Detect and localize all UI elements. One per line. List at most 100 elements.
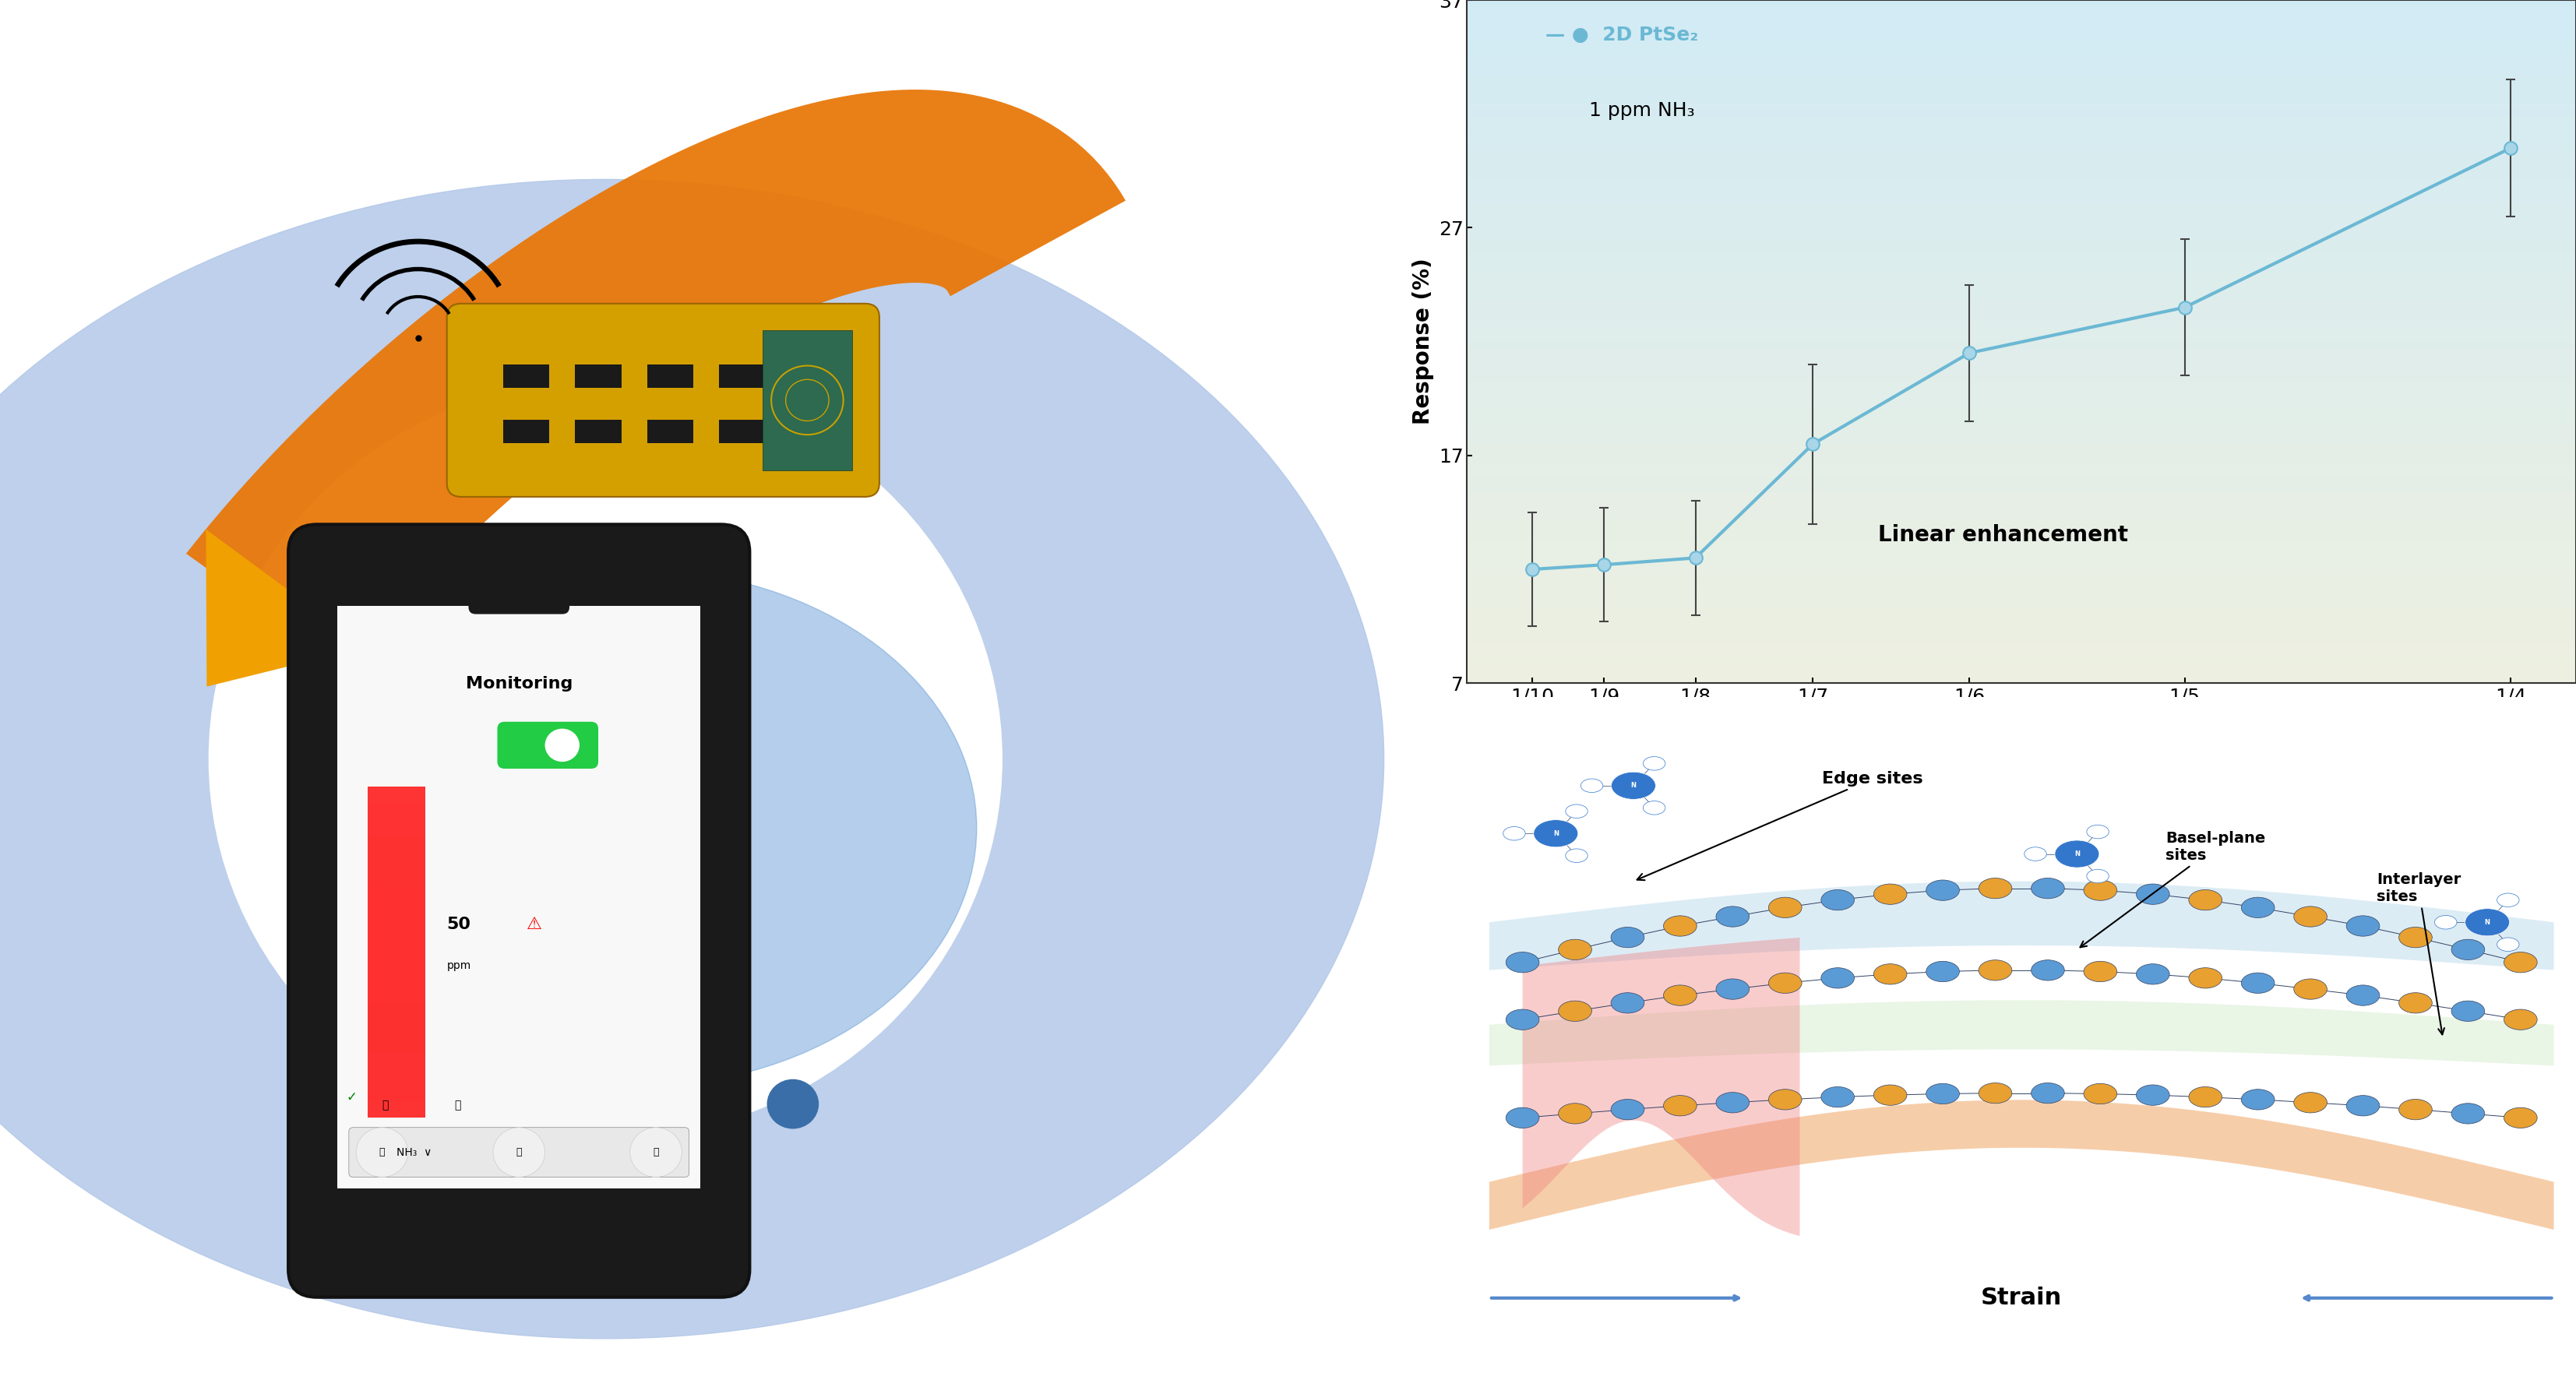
Circle shape [1558,1104,1592,1123]
Circle shape [2452,940,2486,960]
Text: 📞: 📞 [379,1147,384,1158]
Polygon shape [1489,1000,2553,1065]
Circle shape [2190,890,2223,911]
Bar [1468,615,2576,621]
Bar [1468,287,2576,294]
Circle shape [1664,1096,1698,1116]
Polygon shape [1522,937,1801,1236]
Circle shape [1566,849,1587,862]
Circle shape [2504,952,2537,973]
Text: 50: 50 [446,916,471,933]
Bar [368,969,425,985]
Bar [1468,662,2576,669]
Bar [1468,246,2576,253]
Circle shape [2347,1096,2380,1116]
FancyBboxPatch shape [1468,697,2576,1380]
Circle shape [1873,885,1906,904]
Circle shape [2087,825,2110,839]
Text: Edge sites: Edge sites [1638,771,1922,880]
Text: N: N [1631,782,1636,789]
Bar [1468,328,2576,335]
Circle shape [1821,1087,1855,1107]
Circle shape [1610,927,1643,948]
Circle shape [1507,1009,1540,1029]
Text: Strain: Strain [1981,1286,2063,1310]
Bar [1468,451,2576,458]
Bar [1468,540,2576,546]
Bar [1468,472,2576,479]
Bar [1468,211,2576,218]
Bar [1468,546,2576,553]
Bar [1468,581,2576,588]
Bar [1468,348,2576,355]
Bar [1468,382,2576,389]
Bar [1468,519,2576,526]
Text: 1 ppm NH₃: 1 ppm NH₃ [1546,101,1695,120]
Bar [1468,0,2576,7]
Bar [1468,294,2576,301]
Bar [1468,171,2576,178]
Bar [1468,137,2576,144]
Bar [368,886,425,903]
Circle shape [2190,1087,2223,1107]
Polygon shape [1489,1100,2553,1230]
Bar [1468,484,2576,491]
Bar [1468,185,2576,192]
Circle shape [1610,992,1643,1013]
Bar [1468,259,2576,266]
Circle shape [1927,1083,1960,1104]
Circle shape [2084,1083,2117,1104]
Circle shape [2136,1085,2169,1105]
Circle shape [2030,1083,2063,1104]
Bar [1468,178,2576,185]
Bar [1468,109,2576,116]
Circle shape [1770,973,1801,994]
Bar [1468,34,2576,41]
Circle shape [2434,915,2458,929]
Bar [368,803,425,820]
Circle shape [2084,880,2117,901]
Bar [1468,403,2576,410]
Circle shape [1927,880,1960,901]
Bar [1468,417,2576,424]
Text: ✓: ✓ [345,1090,358,1104]
Bar [1468,342,2576,348]
Bar [1468,444,2576,451]
Bar [1468,116,2576,123]
Circle shape [2136,885,2169,904]
Bar [1468,14,2576,21]
Bar [1468,389,2576,396]
Bar [1468,458,2576,465]
Bar [368,1052,425,1068]
Bar [1468,253,2576,259]
Text: N: N [1553,829,1558,836]
Circle shape [2025,847,2045,861]
Text: NH₃  ∨: NH₃ ∨ [397,1147,433,1158]
Circle shape [2452,1000,2486,1021]
Bar [1468,144,2576,150]
Circle shape [2241,1089,2275,1110]
Bar [368,1085,425,1101]
Bar [1468,512,2576,519]
Ellipse shape [0,179,1383,1339]
Bar [1468,218,2576,225]
Y-axis label: Response (%): Response (%) [1412,258,1435,425]
Bar [1468,642,2576,649]
Bar [368,853,425,869]
Circle shape [2136,963,2169,984]
Bar [1468,199,2576,206]
FancyBboxPatch shape [762,364,809,388]
Text: 🏭: 🏭 [453,1100,461,1111]
Bar [1468,609,2576,615]
Circle shape [768,1079,819,1129]
Bar [1468,192,2576,199]
Circle shape [2030,960,2063,980]
Circle shape [479,914,531,963]
Bar [1468,55,2576,62]
Bar [1468,437,2576,444]
Bar [1468,7,2576,14]
FancyBboxPatch shape [762,330,853,471]
Text: Linear enhancement: Linear enhancement [1878,524,2128,546]
Bar [1468,335,2576,342]
Circle shape [2452,1104,2486,1123]
